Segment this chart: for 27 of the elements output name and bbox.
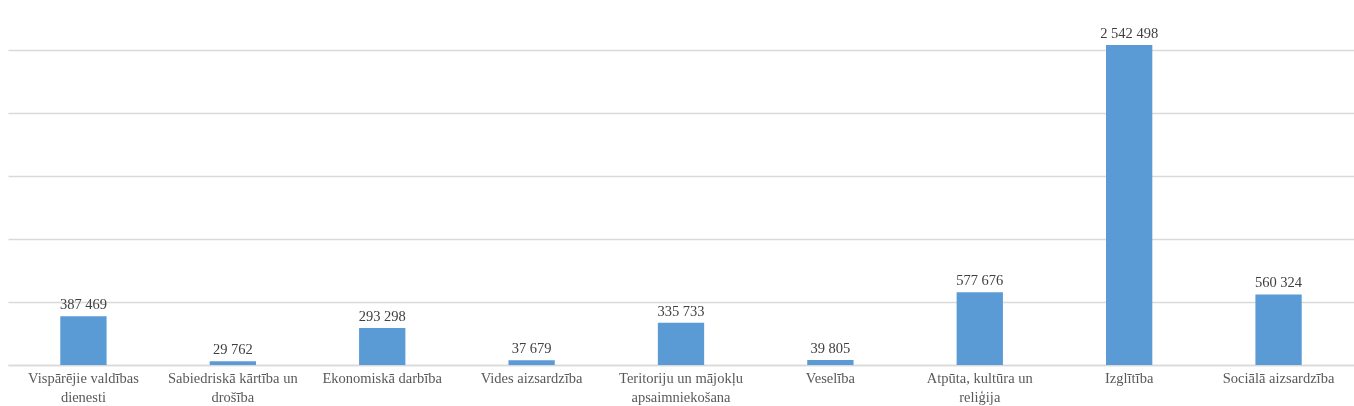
x-tick-label: Sociālā aizsardzība (1222, 369, 1335, 386)
x-tick-label: Ekonomiskā darbība (322, 369, 443, 386)
bar (359, 328, 406, 365)
data-label: 2 542 498 (1100, 25, 1159, 41)
bar (1255, 294, 1302, 365)
x-tick-label: Atpūta, kultūra un reliģija (926, 369, 1034, 405)
data-label: 335 733 (657, 302, 705, 319)
bar (209, 361, 256, 365)
bar (508, 360, 555, 365)
data-label: 39 805 (810, 339, 851, 356)
data-label: 29 762 (212, 341, 253, 358)
bar (1106, 45, 1153, 365)
data-label: 293 298 (358, 308, 406, 325)
data-label: 577 676 (956, 272, 1004, 289)
bar (807, 359, 854, 365)
x-tick-label: Sabiedriskā kārtība un drošība (168, 369, 299, 405)
bar (657, 322, 705, 365)
x-tick-label: Vispārējie valdības dienesti (28, 369, 140, 405)
data-label: 37 679 (511, 340, 552, 357)
data-label: 387 469 (59, 296, 107, 313)
bar (60, 316, 107, 365)
x-tick-label: Teritoriju un mājokļu apsaimniekošana (619, 369, 743, 405)
x-tick-label: Izglītība (1105, 369, 1154, 386)
data-label: 560 324 (1255, 274, 1303, 291)
bar (956, 292, 1003, 365)
x-tick-label: Vides aizsardzība (480, 369, 584, 386)
x-tick-label: Veselība (805, 369, 856, 386)
